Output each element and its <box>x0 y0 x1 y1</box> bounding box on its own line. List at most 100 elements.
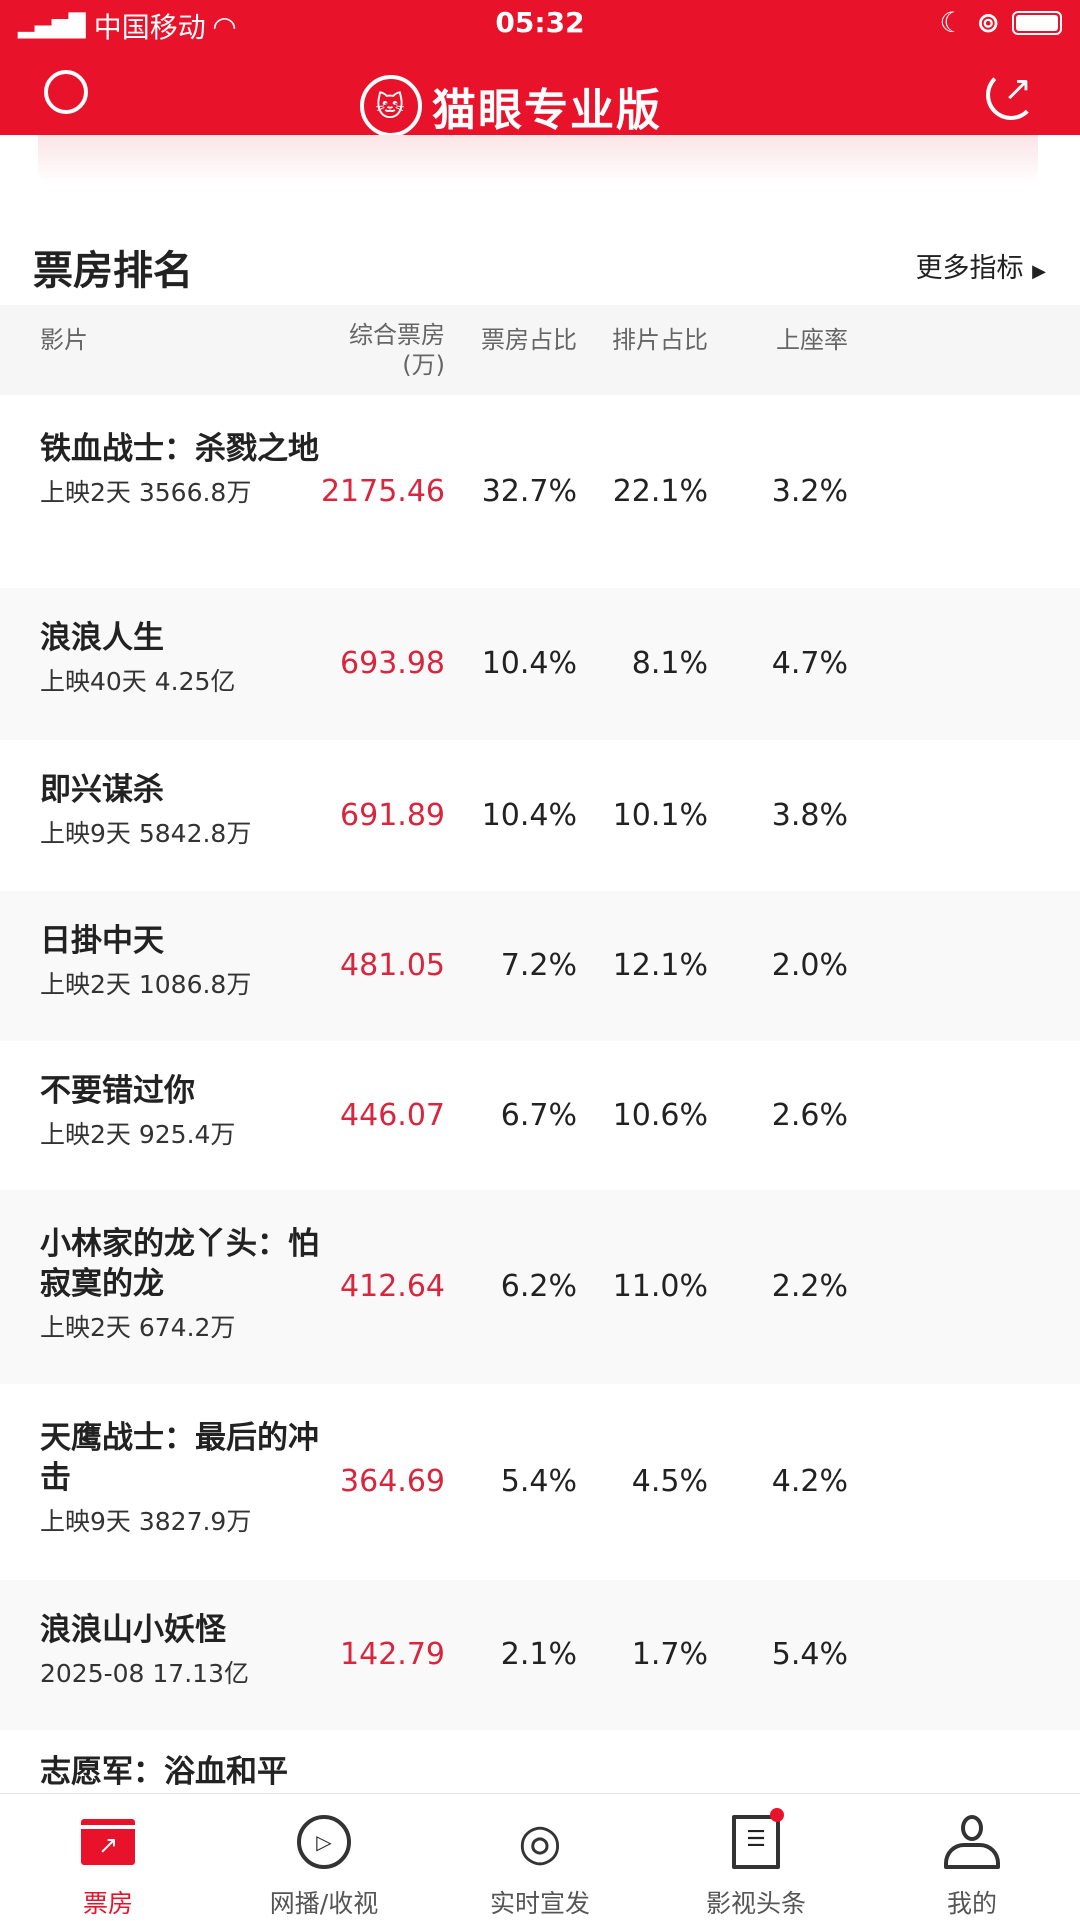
box-share-value: 10.4% <box>481 646 577 681</box>
screen-share-value: 10.1% <box>612 797 708 833</box>
section-title: 票房排名 <box>33 248 193 294</box>
table-row[interactable]: 小林家的龙丫头：怕寂寞的龙上映2天 674.2万 412.64 6.2% 11.… <box>0 1190 1080 1384</box>
film-title: 天鹰战士：最后的冲击 <box>40 1420 319 1496</box>
box-office-value: 412.64 <box>340 1269 445 1304</box>
app-header: ▂▄▆█ 中国移动 ◠ 05:32 ☾ ⊚ 🐱 猫眼专业版 ↗ <box>0 0 1080 138</box>
table-row[interactable]: 浪浪人生 上映40天 4.25亿 693.98 10.4% 8.1% 4.7% <box>0 588 1080 740</box>
film-name: 志愿军：浴血和平 <box>40 1752 330 1796</box>
box-share-value: 10.4% <box>481 797 577 833</box>
film-release-info: 上映2天 674.2万 <box>40 1313 236 1342</box>
table-row[interactable]: 志愿军：浴血和平 <box>0 1730 1080 1830</box>
app-title-text: 猫眼专业版 <box>432 85 662 136</box>
tab-news[interactable]: ☰ 影视头条 <box>648 1794 864 1921</box>
box-share-value: 5.4% <box>500 1464 577 1499</box>
film-name: 浪浪人生 上映40天 4.25亿 <box>40 618 330 702</box>
screen-share-value: 1.7% <box>631 1637 708 1672</box>
box-office-value: 364.69 <box>340 1464 445 1499</box>
film-name: 浪浪山小妖怪 2025-08 17.13亿 <box>40 1610 330 1694</box>
box-office-value: 693.98 <box>340 646 445 681</box>
film-title: 即兴谋杀 <box>40 772 164 808</box>
film-title: 志愿军：浴血和平 <box>40 1754 288 1790</box>
film-release-info: 上映2天 3566.8万 <box>40 478 252 507</box>
play-icon: ▷ <box>294 1812 354 1872</box>
tab-label: 我的 <box>946 1889 997 1918</box>
col-share[interactable]: 票房占比 <box>481 326 577 354</box>
film-release-info: 上映9天 3827.9万 <box>40 1507 252 1536</box>
table-row[interactable]: 不要错过你 上映2天 925.4万 446.07 6.7% 10.6% 2.6% <box>0 1041 1080 1190</box>
seat-rate-value: 5.4% <box>771 1637 848 1672</box>
tab-label: 影视头条 <box>705 1889 806 1918</box>
seat-rate-value: 3.2% <box>771 473 848 509</box>
col-film: 影片 <box>40 326 88 354</box>
seat-rate-value: 2.0% <box>771 948 848 983</box>
news-icon: ☰ <box>726 1808 786 1872</box>
share-button[interactable]: ↗ <box>986 70 1036 120</box>
tab-mine[interactable]: 我的 <box>864 1794 1080 1921</box>
tab-label: 网播/收视 <box>269 1889 379 1918</box>
cat-logo-icon: 🐱 <box>360 75 422 137</box>
signal-icon: ▂▄▆█ <box>18 13 86 39</box>
film-name: 天鹰战士：最后的冲击上映9天 3827.9万 <box>40 1418 330 1542</box>
screen-share-value: 12.1% <box>612 948 708 983</box>
table-row[interactable]: 浪浪山小妖怪 2025-08 17.13亿 142.79 2.1% 1.7% 5.… <box>0 1580 1080 1730</box>
rotation-lock-icon: ⊚ <box>976 6 1000 39</box>
col-box-label: 综合票房 <box>349 321 445 349</box>
box-share-value: 6.2% <box>500 1269 577 1304</box>
film-release-info: 上映40天 4.25亿 <box>40 667 236 696</box>
table-row[interactable]: 天鹰战士：最后的冲击 上映9天 3827.9万 364.69 5.4% 4.5% … <box>0 1384 1080 1580</box>
tab-box-office[interactable]: ↗ 票房 <box>0 1794 216 1921</box>
user-icon <box>942 1812 1002 1872</box>
box-share-value: 2.1% <box>500 1637 577 1672</box>
moon-icon: ☾ <box>939 6 965 39</box>
box-office-value: 142.79 <box>340 1637 445 1672</box>
wifi-icon: ◠ <box>213 9 236 43</box>
film-title: 铁血战士：杀戮之地 <box>40 431 319 467</box>
box-share-value: 32.7% <box>481 473 577 509</box>
box-share-value: 7.2% <box>500 948 577 983</box>
seat-rate-value: 4.2% <box>771 1464 848 1499</box>
seat-rate-value: 2.6% <box>771 1097 848 1133</box>
table-row[interactable]: 日掛中天 上映2天 1086.8万 481.05 7.2% 12.1% 2.0% <box>0 891 1080 1041</box>
tab-label: 票房 <box>82 1889 133 1918</box>
table-row[interactable]: 即兴谋杀 上映9天 5842.8万 691.89 10.4% 10.1% 3.8% <box>0 740 1080 891</box>
col-box-unit: (万) <box>402 351 445 379</box>
film-release-info: 2025-08 17.13亿 <box>40 1659 249 1688</box>
tab-bar: ↗ 票房 ▷ 网播/收视 ◎ 实时宣发 ☰ 影视头条 我的 <box>0 1793 1080 1920</box>
app-title: 🐱 猫眼专业版 <box>360 74 662 138</box>
card-shadow <box>38 135 1038 185</box>
broadcast-icon: ◎ <box>518 1813 562 1871</box>
notification-dot <box>770 1808 784 1822</box>
table-row[interactable]: 铁血战士：杀戮之地 上映2天 3566.8万 2175.46 32.7% 22.1… <box>0 395 1080 588</box>
tab-realtime[interactable]: ◎ 实时宣发 <box>432 1794 648 1921</box>
film-title: 不要错过你 <box>40 1073 195 1109</box>
film-release-info: 上映9天 5842.8万 <box>40 819 252 848</box>
tab-streaming[interactable]: ▷ 网播/收视 <box>216 1794 432 1921</box>
box-office-value: 446.07 <box>340 1097 445 1133</box>
seat-rate-value: 3.8% <box>771 797 848 833</box>
search-button[interactable] <box>44 70 88 114</box>
screen-share-value: 22.1% <box>612 473 708 509</box>
battery-icon <box>1012 10 1062 35</box>
film-title: 日掛中天 <box>40 923 164 959</box>
tab-label: 实时宣发 <box>489 1889 590 1918</box>
film-release-info: 上映2天 925.4万 <box>40 1120 236 1149</box>
more-metrics-label: 更多指标 <box>915 253 1024 284</box>
screen-share-value: 4.5% <box>631 1464 708 1499</box>
col-box-office[interactable]: 综合票房 (万) <box>245 320 445 380</box>
film-release-info: 上映2天 1086.8万 <box>40 970 252 999</box>
film-title: 小林家的龙丫头：怕寂寞的龙 <box>40 1226 319 1302</box>
film-name: 日掛中天上映2天 1086.8万 <box>40 921 330 1005</box>
film-name: 小林家的龙丫头：怕寂寞的龙上映2天 674.2万 <box>40 1224 330 1348</box>
screen-share-value: 10.6% <box>612 1097 708 1133</box>
clock: 05:32 <box>495 6 585 39</box>
triangle-right-icon: ▶ <box>1032 261 1046 282</box>
more-metrics-button[interactable]: 更多指标 ▶ <box>916 246 1046 285</box>
col-seat[interactable]: 上座率 <box>776 326 848 354</box>
screen-share-value: 8.1% <box>631 646 708 681</box>
seat-rate-value: 2.2% <box>771 1269 848 1304</box>
col-screen[interactable]: 排片占比 <box>612 326 708 354</box>
seat-rate-value: 4.7% <box>771 646 848 681</box>
film-name: 铁血战士：杀戮之地上映2天 3566.8万 <box>40 429 330 513</box>
carrier: 中国移动 <box>93 11 206 44</box>
screen-share-value: 11.0% <box>612 1269 708 1304</box>
